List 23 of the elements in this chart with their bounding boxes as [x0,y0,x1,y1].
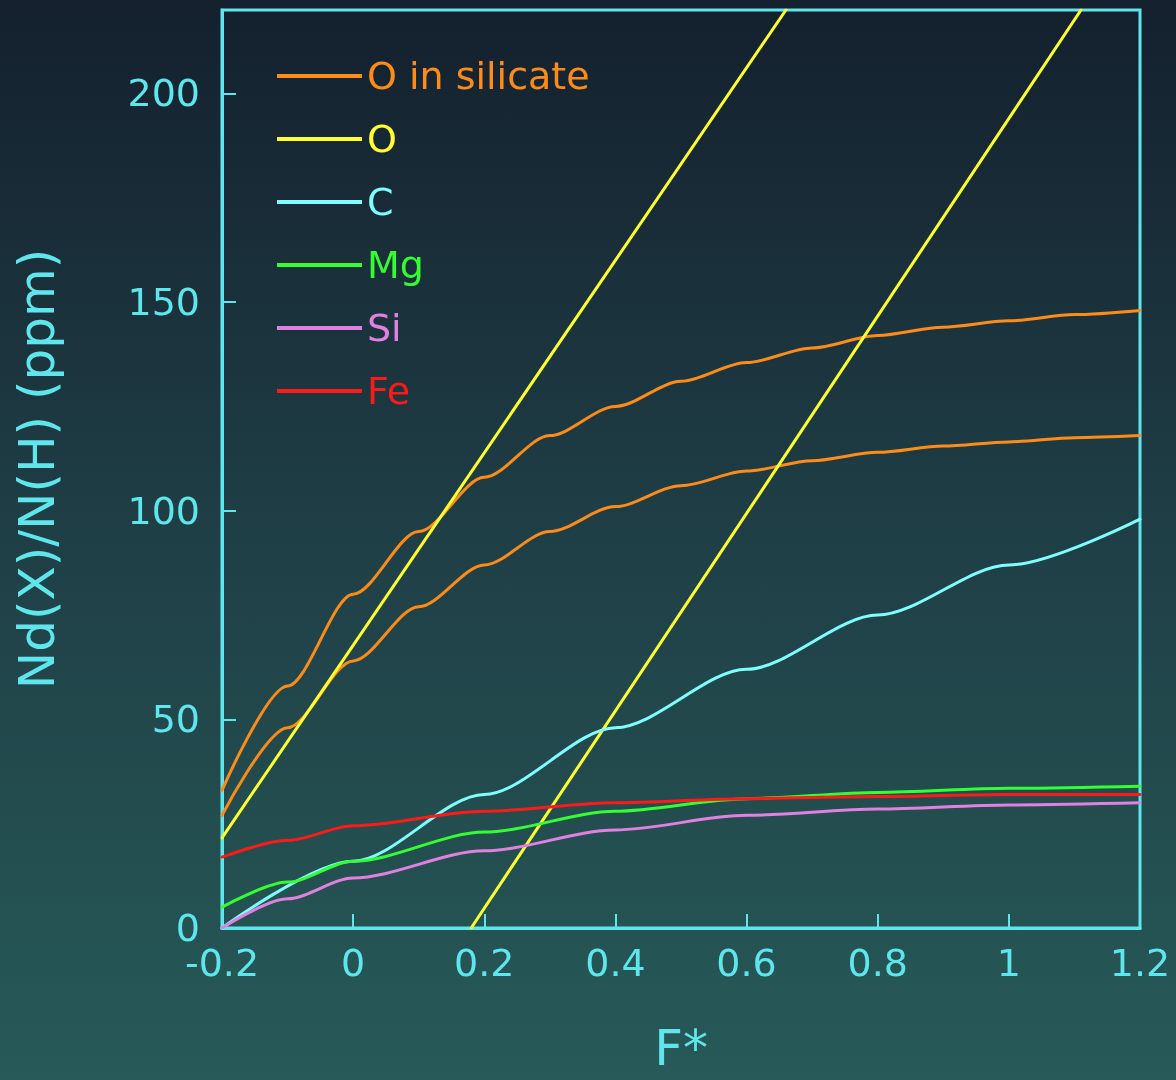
legend-label: Si [367,306,402,350]
y-axis-title: Nd(X)/N(H) (ppm) [8,248,66,690]
y-tick-label: 200 [127,71,200,116]
x-axis-title: F* [654,1019,708,1077]
legend-label: C [367,180,394,224]
line-series [220,434,1142,817]
x-tick-label: 0 [341,941,366,985]
x-tick-label: 1 [996,941,1021,985]
legend-label: Fe [367,369,411,413]
legend-label: O in silicate [367,54,590,98]
y-tick-label: 150 [127,280,200,325]
y-tick-label: 50 [151,697,200,742]
x-tick-label: 0.6 [716,941,777,985]
line-series [220,784,1142,909]
x-tick-label: 0.4 [585,941,646,985]
y-tick-label: 100 [127,488,200,533]
legend-label: O [367,117,397,161]
line-series [220,308,1142,792]
x-tick-label: 0.2 [454,941,515,985]
line-series [220,792,1142,859]
legend-label: Mg [367,243,424,287]
x-tick-label: 0.8 [847,941,908,985]
x-tick-label: 1.2 [1109,941,1171,985]
